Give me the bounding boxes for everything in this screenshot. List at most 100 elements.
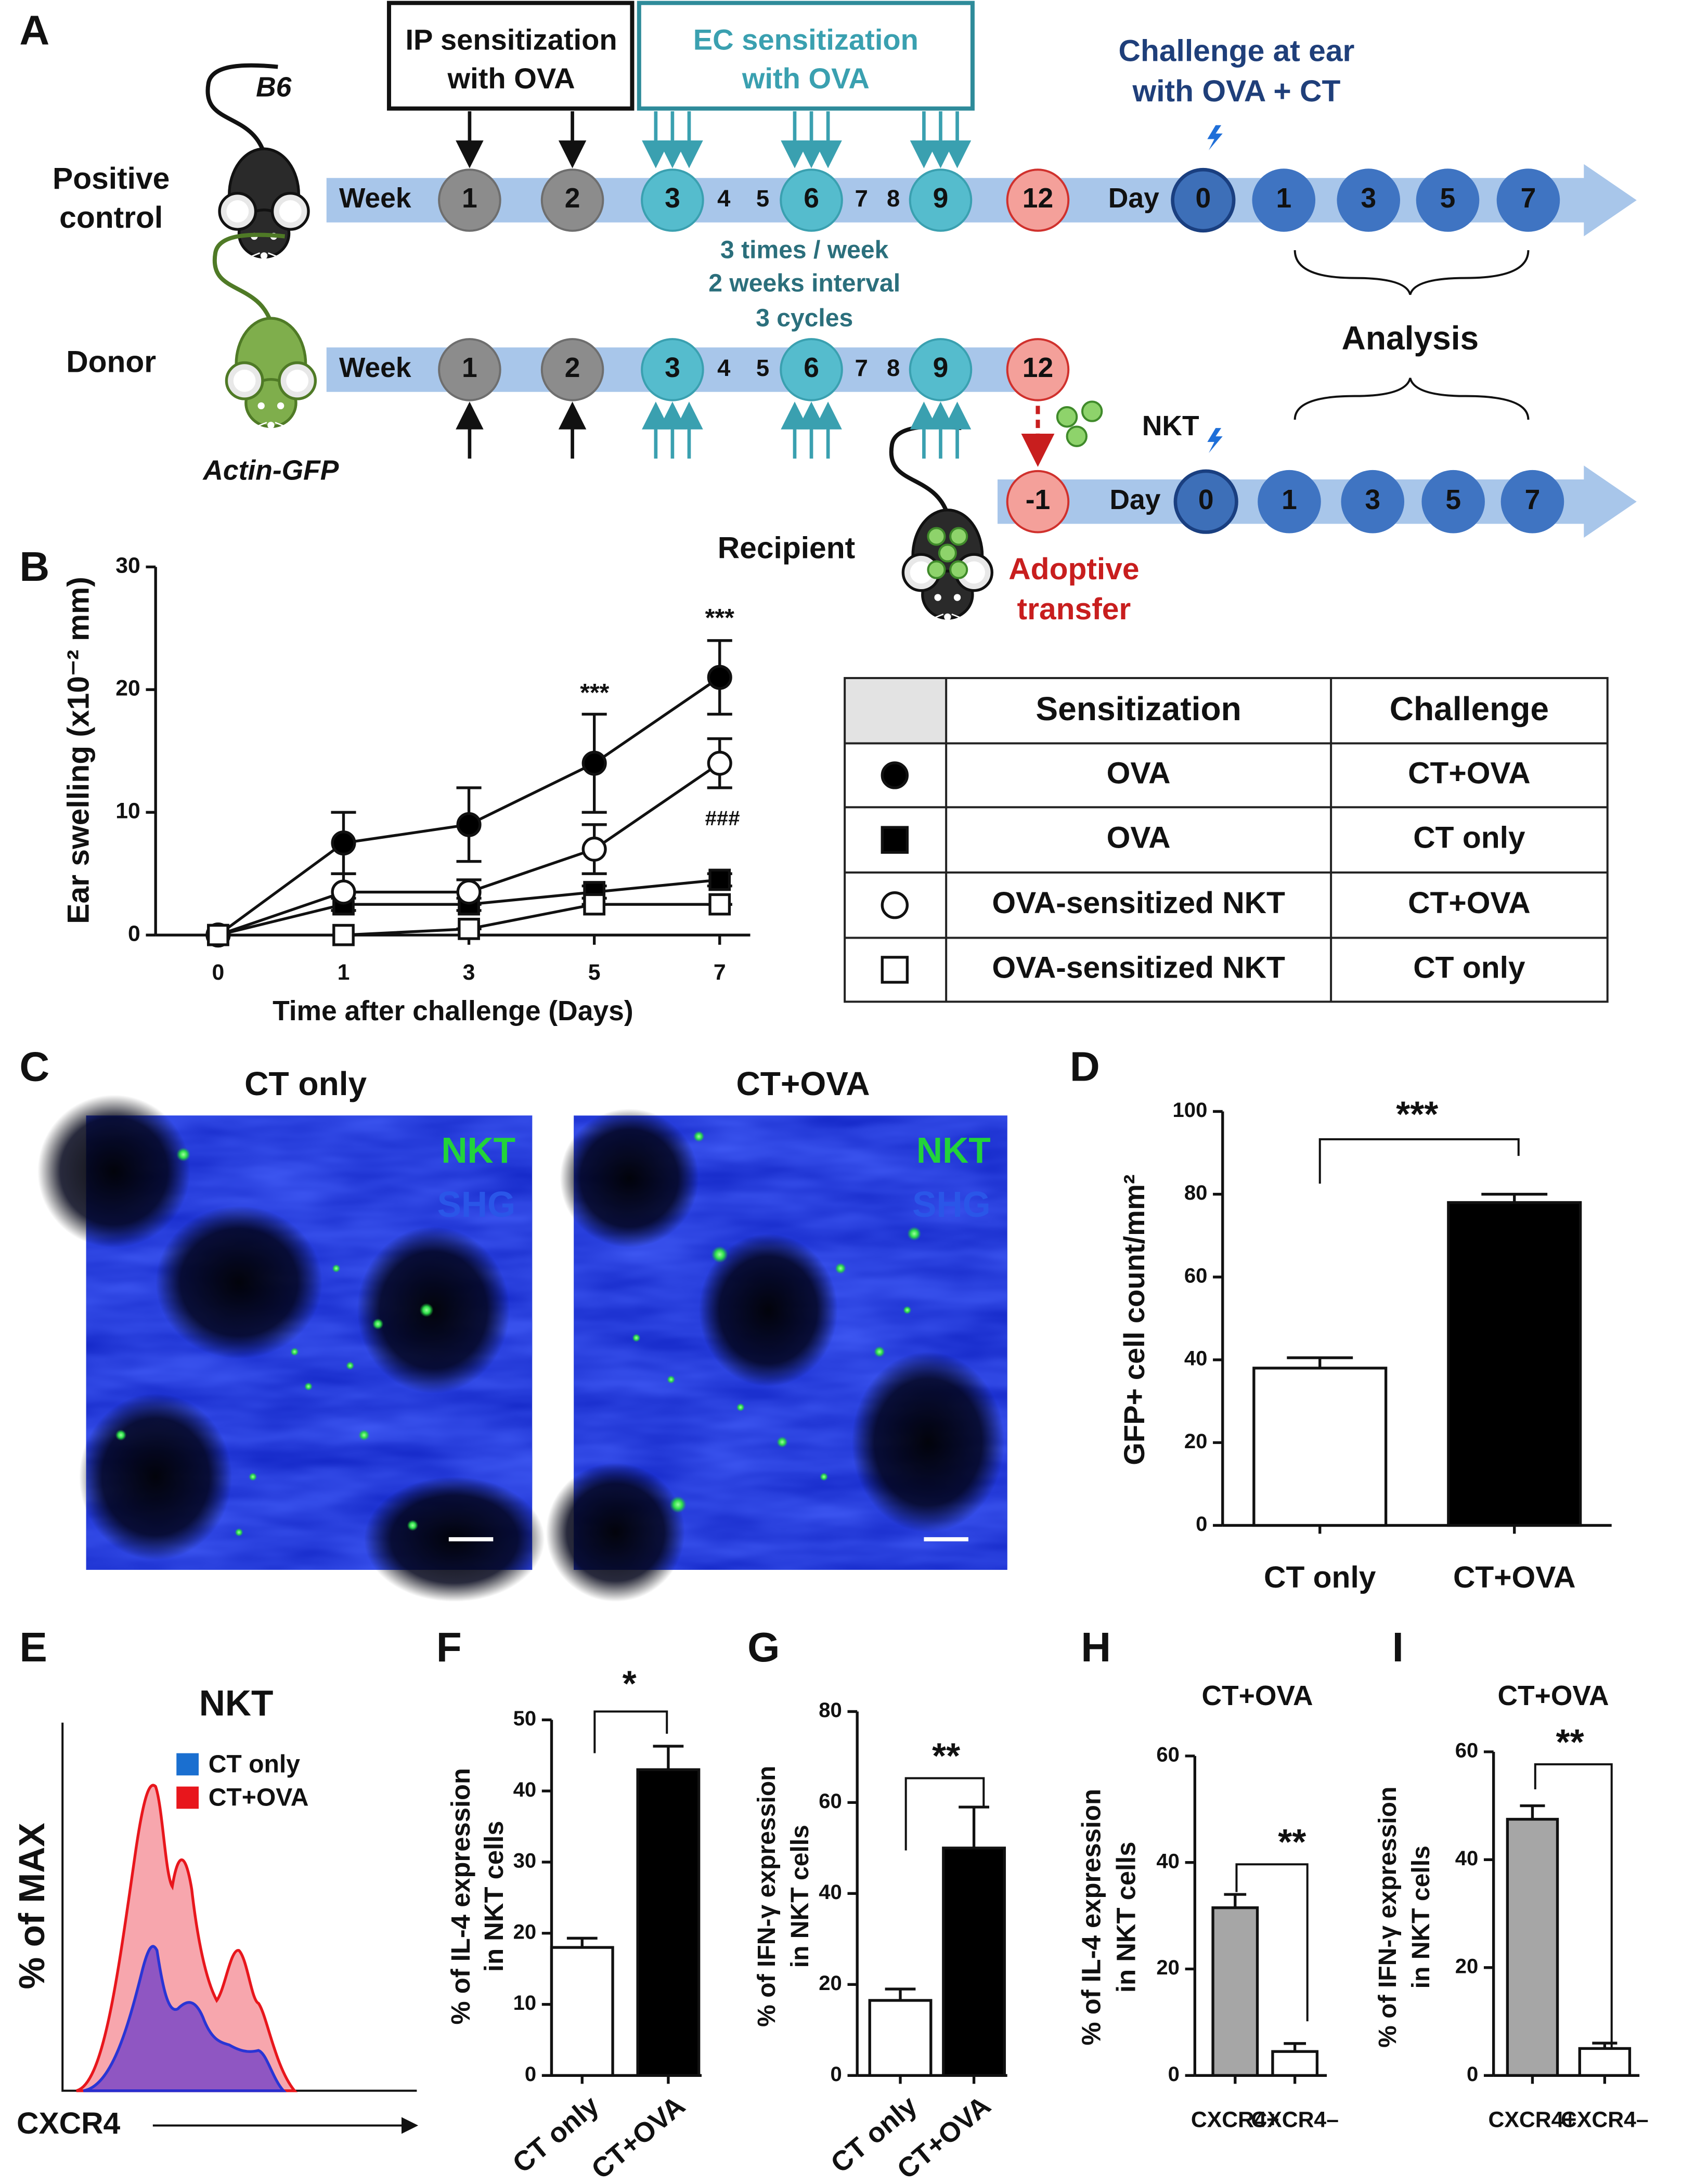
panel-label: H: [1081, 1623, 1111, 1670]
image-follicle: [698, 1233, 838, 1387]
mouse-whisker: [951, 613, 973, 623]
timeline-label: 5: [1440, 183, 1456, 214]
table-cell: OVA: [1107, 756, 1171, 790]
analysis-label: Analysis: [1342, 319, 1479, 357]
y-tick-label: 0: [525, 2063, 536, 2086]
timeline-node: [641, 168, 704, 232]
significance-label: ***: [580, 679, 609, 707]
image-cell: [693, 1130, 705, 1142]
significance-label: **: [1278, 1822, 1306, 1862]
error-bar: [885, 1987, 916, 2000]
channel-label: NKT: [916, 1130, 991, 1171]
x-tick-label: 7: [714, 960, 726, 985]
panel-label: C: [19, 1043, 49, 1089]
panel-label: I: [1392, 1623, 1404, 1670]
table-header: Sensitization: [1036, 690, 1241, 727]
group-label: Recipient: [718, 531, 855, 565]
x-tick-label: 0: [212, 960, 225, 985]
mouse-cell: [938, 543, 957, 563]
mouse-icon: [889, 424, 993, 623]
mouse-eye: [277, 402, 284, 410]
significance-bracket: [593, 1710, 668, 1753]
day-label: Day: [1109, 485, 1160, 515]
mouse-whisker: [245, 422, 267, 432]
significance-bracket: [1534, 1763, 1613, 2048]
timeline-node: [1252, 168, 1316, 232]
ec-box: [637, 1, 975, 111]
strain-label: B6: [256, 72, 292, 102]
timeline-node: [540, 168, 604, 232]
microscopy-image: NKT SHG: [37, 1095, 545, 1602]
y-axis-label: in NKT cells: [479, 1821, 509, 1971]
table-cell: OVA-sensitized NKT: [992, 886, 1285, 920]
y-tick-label: 0: [128, 921, 140, 946]
panel-label: E: [19, 1623, 47, 1670]
y-tick-label: 60: [1156, 1743, 1180, 1766]
mouse-cell: [949, 560, 968, 579]
point: [708, 868, 731, 891]
bar: [636, 1768, 701, 2077]
timeline-node: [909, 338, 973, 401]
x-tick-label: CXCR4–: [1251, 2108, 1339, 2133]
mouse-cell: [927, 527, 946, 546]
error-bar: [653, 1745, 684, 1770]
analysis-brace: [1293, 250, 1530, 295]
panel-label: F: [436, 1623, 462, 1670]
mouse-ear-inner: [286, 369, 309, 392]
timeline-label: 5: [756, 185, 769, 212]
timeline-label: 5: [756, 355, 769, 381]
timeline-label: 1: [462, 353, 477, 383]
timeline-node: [438, 168, 501, 232]
chart-title: CT+OVA: [1497, 1681, 1609, 1711]
histogram-ct-only: [83, 1945, 287, 2092]
error-bar: [1592, 2042, 1618, 2049]
bar: [1506, 1817, 1559, 2077]
image-cell: [632, 1333, 641, 1342]
timeline-label: 4: [717, 355, 731, 381]
y-tick-label: 10: [115, 798, 140, 823]
image-cell: [419, 1303, 434, 1317]
y-tick-label: 60: [1184, 1264, 1208, 1287]
y-tick-label: 20: [1455, 1955, 1479, 1978]
timeline-node: [909, 168, 973, 232]
mouse-eye: [257, 402, 265, 410]
timeline-label: 5: [1445, 485, 1461, 515]
channel-label: SHG: [912, 1184, 990, 1225]
legend-label: CT+OVA: [209, 1783, 309, 1811]
panel-c: C CT only CT+OVA: [19, 1043, 870, 1102]
timeline-label: 7: [1521, 183, 1536, 214]
day-label: Day: [1108, 183, 1159, 214]
significance-label: *: [623, 1663, 637, 1704]
nkt-cell: [1066, 425, 1088, 447]
bar: [1578, 2047, 1632, 2077]
y-tick-label: 40: [1455, 1847, 1479, 1870]
channel-label: SHG: [437, 1184, 515, 1225]
timeline-node: [1006, 470, 1070, 534]
bar: [550, 1946, 614, 2077]
timeline-label: 3: [665, 183, 680, 214]
timeline-label: 9: [933, 183, 949, 214]
point: [707, 750, 732, 776]
legend-marker: [881, 956, 909, 984]
timeline-label: 6: [804, 353, 819, 383]
timeline-label: 3: [1365, 485, 1380, 515]
y-tick-label: 30: [115, 553, 140, 578]
y-tick-label: 20: [115, 676, 140, 701]
panel-label: G: [747, 1623, 780, 1670]
y-axis-label: % of IFN-γ expression: [753, 1766, 781, 2027]
table-cell: CT only: [1413, 951, 1525, 984]
significance-bracket: [904, 1777, 985, 1851]
x-tick-label: CT only: [1264, 1561, 1376, 1594]
group-label: Donor: [66, 345, 156, 379]
y-tick-label: 60: [1455, 1739, 1479, 1762]
table-cell: CT+OVA: [1408, 756, 1531, 790]
x-tick-label: CXCR4–: [1561, 2108, 1649, 2133]
timeline-node: [1258, 470, 1321, 534]
image-follicle: [851, 1351, 1005, 1532]
image-cell: [176, 1147, 190, 1162]
ip-box-text: with OVA: [447, 62, 575, 95]
y-tick-label: 20: [819, 1972, 842, 1995]
y-tick-label: 40: [513, 1778, 537, 1801]
table-header-bg: [845, 678, 947, 744]
